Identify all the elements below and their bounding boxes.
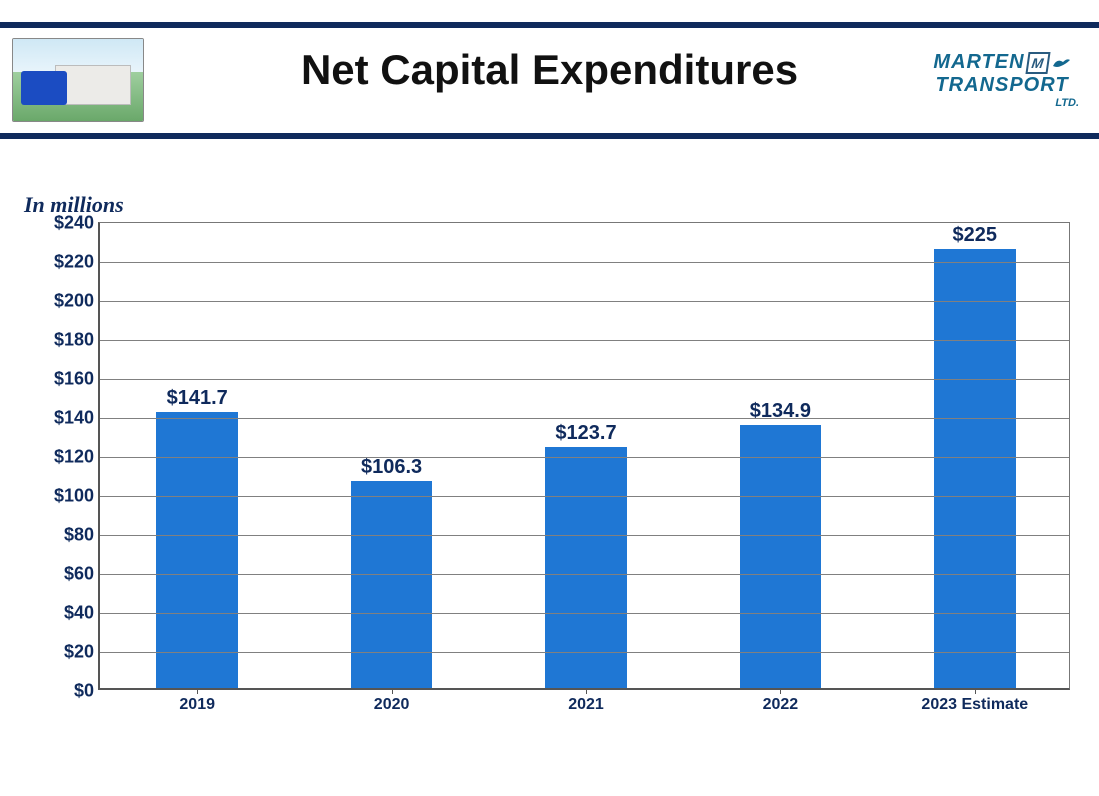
bar-value-label: $225 — [953, 224, 998, 249]
bar-value-label: $134.9 — [750, 400, 811, 425]
logo-text-transport: TRANSPORT — [935, 74, 1068, 97]
y-tick-label: $40 — [64, 603, 100, 624]
y-tick-label: $160 — [54, 369, 100, 390]
bird-icon — [1051, 55, 1071, 71]
x-tick-label: 2023 Estimate — [921, 688, 1028, 714]
x-tick-label: 2021 — [568, 688, 604, 714]
bars-layer: $141.7 $106.3 $123.7 $134.9 $225 — [100, 223, 1069, 688]
x-tick-label: 2022 — [763, 688, 799, 714]
gridline — [100, 418, 1069, 419]
y-tick-label: $60 — [64, 564, 100, 585]
y-tick-label: $200 — [54, 291, 100, 312]
y-tick-label: $120 — [54, 447, 100, 468]
y-tick-label: $100 — [54, 486, 100, 507]
logo-text-ltd: LTD. — [1055, 97, 1079, 109]
gridline — [100, 379, 1069, 380]
y-tick-label: $180 — [54, 330, 100, 351]
capex-chart: $141.7$106.3$123.7$134.9$225 $0$20$40$60… — [98, 222, 1070, 690]
x-tick-label: 2019 — [179, 688, 215, 714]
bar-value-label: $106.3 — [361, 456, 422, 481]
logo-line1: MARTEN M — [933, 51, 1070, 74]
plot-area: $141.7$106.3$123.7$134.9$225 $0$20$40$60… — [98, 222, 1070, 690]
company-logo: MARTEN M TRANSPORT LTD. — [917, 46, 1087, 114]
gridline — [100, 262, 1069, 263]
y-tick-label: $0 — [74, 681, 100, 702]
y-tick-label: $220 — [54, 252, 100, 273]
bottom-rule — [0, 133, 1099, 139]
bar: $106.3 — [351, 481, 433, 688]
bar: $225 — [934, 249, 1016, 688]
gridline — [100, 574, 1069, 575]
gridline — [100, 496, 1069, 497]
y-tick-label: $240 — [54, 213, 100, 234]
bar-value-label: $123.7 — [555, 422, 616, 447]
gridline — [100, 457, 1069, 458]
gridline — [100, 340, 1069, 341]
y-tick-label: $140 — [54, 408, 100, 429]
logo-text-marten: MARTEN — [933, 51, 1024, 74]
bar: $141.7 — [156, 412, 238, 688]
header: Net Capital Expenditures MARTEN M TRANSP… — [0, 28, 1099, 132]
slide: Net Capital Expenditures MARTEN M TRANSP… — [0, 0, 1099, 796]
y-tick-label: $20 — [64, 642, 100, 663]
gridline — [100, 652, 1069, 653]
gridline — [100, 301, 1069, 302]
y-tick-label: $80 — [64, 525, 100, 546]
bar: $134.9 — [740, 425, 822, 688]
gridline — [100, 613, 1069, 614]
x-tick-label: 2020 — [374, 688, 410, 714]
logo-mt-glyph: M — [1025, 52, 1050, 74]
gridline — [100, 535, 1069, 536]
bar-value-label: $141.7 — [167, 387, 228, 412]
